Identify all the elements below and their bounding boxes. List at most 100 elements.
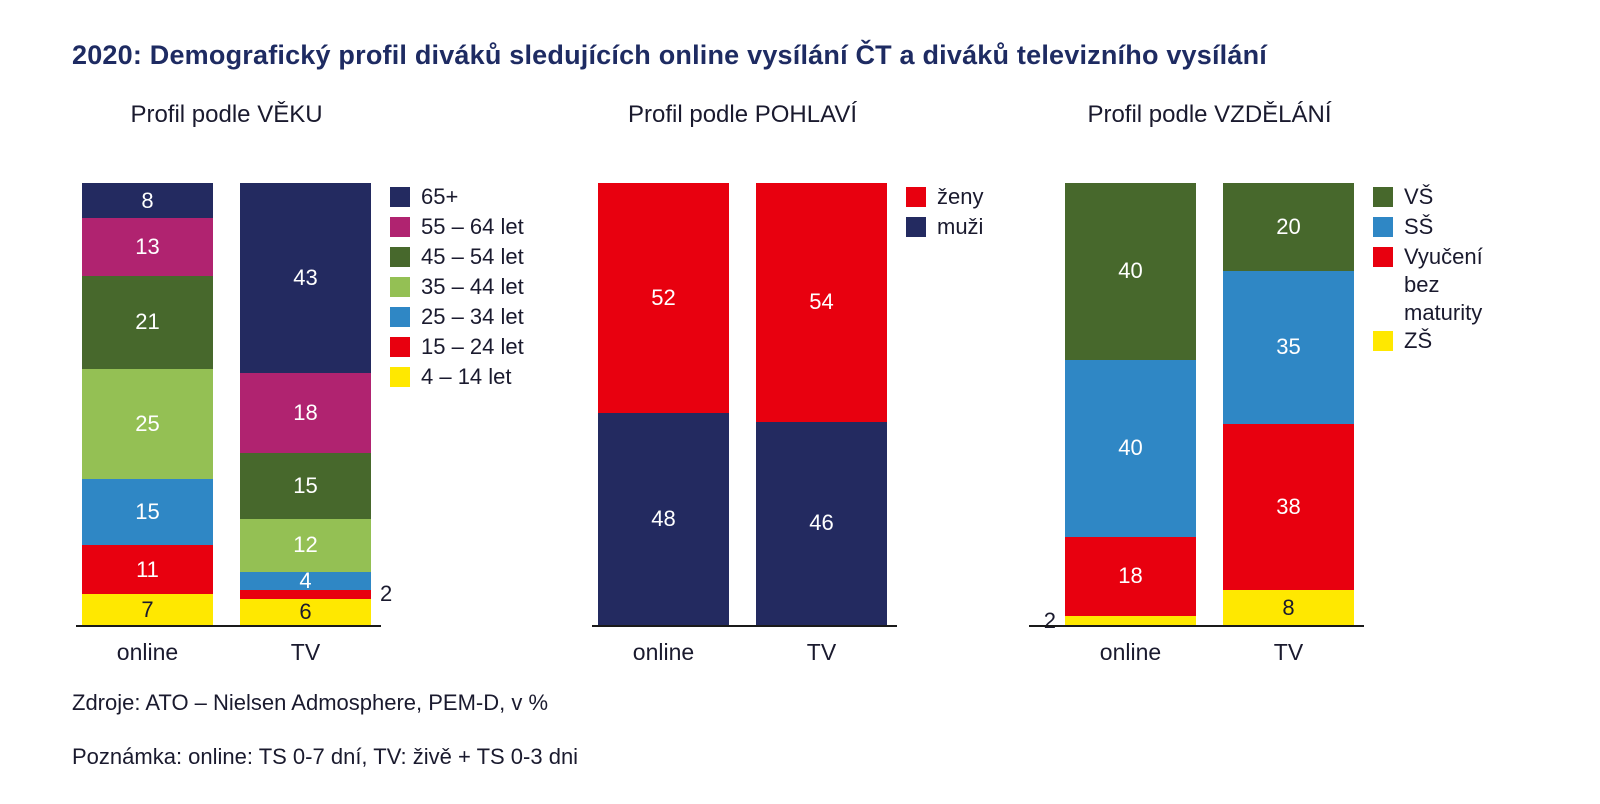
legend-item: ZŠ bbox=[1373, 327, 1483, 357]
stacked-bar-online: 8 13 21 25 15 11 7 bbox=[82, 183, 213, 625]
stacked-bar-tv: 54 46 bbox=[756, 183, 887, 625]
legend-swatch bbox=[906, 187, 926, 207]
x-axis-line bbox=[1029, 625, 1364, 627]
legend-item: 4 – 14 let bbox=[390, 363, 524, 393]
bar-segment: 7 bbox=[82, 594, 213, 625]
axis-category-label: online bbox=[116, 639, 179, 665]
legend-swatch bbox=[1373, 331, 1393, 351]
legend-swatch bbox=[1373, 217, 1393, 237]
legend-label: 35 – 44 let bbox=[421, 274, 524, 299]
category-labels: online TV bbox=[598, 639, 887, 666]
segment-value-label: 40 bbox=[1118, 258, 1143, 284]
legend-label: 45 – 54 let bbox=[421, 244, 524, 269]
segment-value-label: 35 bbox=[1276, 334, 1301, 360]
legend-item: ženy bbox=[906, 183, 983, 213]
legend-label: 25 – 34 let bbox=[421, 304, 524, 329]
footnote: Poznámka: online: TS 0-7 dní, TV: živě +… bbox=[72, 744, 579, 769]
segment-value-label: 8 bbox=[141, 187, 154, 213]
bars: 8 13 21 25 15 11 7 43 18 15 12 4 2 6 bbox=[82, 183, 392, 626]
legend-label: VŠ bbox=[1404, 184, 1434, 209]
legend-label: 4 – 14 let bbox=[421, 364, 512, 389]
legend-swatch bbox=[906, 217, 926, 237]
legend-label: ZŠ bbox=[1404, 328, 1433, 353]
segment-value-label: 20 bbox=[1276, 213, 1301, 239]
plot-area: 8 13 21 25 15 11 7 43 18 15 12 4 2 6 online TV bbox=[76, 183, 392, 665]
bar-segment: 48 bbox=[598, 412, 729, 625]
axis-category-label: online bbox=[1099, 639, 1162, 665]
source-note: Zdroje: ATO – Nielsen Admosphere, PEM-D,… bbox=[72, 690, 549, 715]
segment-value-label: 52 bbox=[651, 284, 676, 310]
axis-category-label: TV bbox=[806, 639, 837, 665]
legend-swatch bbox=[390, 217, 410, 237]
segment-value-label: 2 bbox=[1043, 607, 1056, 633]
segment-value-label: 25 bbox=[135, 410, 160, 436]
bar-segment: 35 bbox=[1223, 270, 1354, 424]
x-axis-line bbox=[592, 625, 897, 627]
bar-segment: 43 bbox=[240, 183, 371, 374]
bar-segment: 20 bbox=[1223, 183, 1354, 271]
legend-label: ženy bbox=[937, 184, 984, 209]
segment-value-label: 15 bbox=[135, 499, 160, 525]
axis-category-label: online bbox=[632, 639, 695, 665]
legend-swatch bbox=[390, 337, 410, 357]
legend: ženy muži bbox=[906, 183, 983, 243]
legend-item: Vyučení bez maturity bbox=[1373, 243, 1483, 327]
segment-value-label: 2 bbox=[380, 581, 393, 607]
bar-segment: 15 bbox=[240, 452, 371, 519]
legend-item: 55 – 64 let bbox=[390, 213, 524, 243]
legend-item: 15 – 24 let bbox=[390, 333, 524, 363]
bar-segment: 8 bbox=[1223, 590, 1354, 626]
segment-value-label: 21 bbox=[135, 309, 160, 335]
legend-item: VŠ bbox=[1373, 183, 1483, 213]
legend-swatch bbox=[1373, 187, 1393, 207]
legend-swatch bbox=[390, 277, 410, 297]
bar-segment: 40 bbox=[1065, 183, 1196, 360]
stacked-bar-online: 52 48 bbox=[598, 183, 729, 625]
chart-education: Profil podle VZDĚLÁNÍ 40 40 18 2 20 35 38 8 onl… bbox=[1029, 100, 1483, 665]
stacked-bar-tv: 43 18 15 12 4 2 6 bbox=[240, 183, 392, 626]
legend-label: 55 – 64 let bbox=[421, 214, 524, 239]
segment-value-label: 12 bbox=[293, 532, 318, 558]
segment-value-label: 4 bbox=[299, 567, 312, 593]
bar-segment: 4 bbox=[240, 567, 371, 593]
bar-segment: 2 bbox=[240, 583, 392, 605]
legend-label: SŠ bbox=[1404, 214, 1434, 239]
bar-segment: 12 bbox=[240, 518, 371, 572]
legend-item: 45 – 54 let bbox=[390, 243, 524, 273]
segment-value-label: 38 bbox=[1276, 493, 1301, 519]
axis-category-label: TV bbox=[1273, 639, 1304, 665]
plot-area: 52 48 54 46 online TV bbox=[592, 183, 897, 665]
segment-value-label: 18 bbox=[293, 399, 318, 425]
legend-item: 65+ bbox=[390, 183, 524, 213]
bar-segment: 25 bbox=[82, 368, 213, 480]
legend-item: 35 – 44 let bbox=[390, 273, 524, 303]
bar-segment: 8 bbox=[82, 183, 213, 219]
legend-label: muži bbox=[937, 214, 984, 239]
segment-value-label: 6 bbox=[299, 598, 312, 624]
legend: VŠ SŠ Vyučení bez maturity ZŠ bbox=[1373, 183, 1483, 357]
legend-label: 65+ bbox=[421, 184, 459, 209]
segment-value-label: 18 bbox=[1118, 563, 1143, 589]
segment-value-label: 8 bbox=[1282, 594, 1295, 620]
bars: 40 40 18 2 20 35 38 8 bbox=[1044, 183, 1354, 631]
legend-swatch bbox=[390, 307, 410, 327]
bars: 52 48 54 46 bbox=[598, 183, 887, 625]
segment-value-label: 13 bbox=[135, 234, 160, 260]
legend-swatch bbox=[390, 187, 410, 207]
bar-segment: 40 bbox=[1065, 359, 1196, 537]
bar-segment: 13 bbox=[82, 218, 213, 276]
bar-segment: 15 bbox=[82, 479, 213, 546]
page-title: 2020: Demografický profil diváků sledují… bbox=[72, 40, 1267, 70]
bar-segment: 54 bbox=[756, 183, 887, 422]
category-labels: online TV bbox=[1065, 639, 1354, 666]
stacked-bar-online: 40 40 18 2 bbox=[1044, 183, 1196, 631]
bar-segment: 11 bbox=[82, 545, 213, 595]
bar-segment: 18 bbox=[1065, 536, 1196, 617]
segment-value-label: 40 bbox=[1118, 435, 1143, 461]
segment-value-label: 54 bbox=[809, 289, 834, 315]
axis-category-label: TV bbox=[290, 639, 321, 665]
legend-item: SŠ bbox=[1373, 213, 1483, 243]
chart-title: Profil podle VĚKU bbox=[130, 101, 323, 128]
segment-value-label: 48 bbox=[651, 505, 676, 531]
